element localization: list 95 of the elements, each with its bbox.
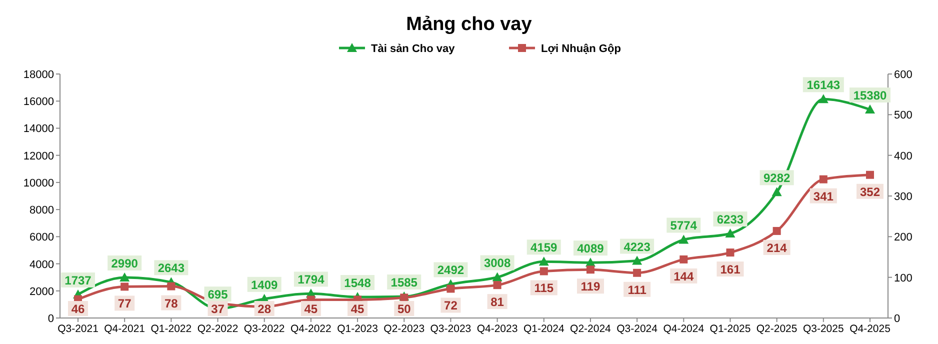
point: [725, 228, 736, 238]
x-tick-label: Q2-2023: [384, 323, 425, 335]
x-tick-label: Q3-2021: [58, 323, 99, 335]
data-label: 115: [534, 281, 554, 296]
x-tick-label: Q2-2024: [570, 323, 612, 335]
point: [866, 170, 874, 179]
data-label: 78: [164, 296, 178, 310]
data-label: 1548: [344, 276, 372, 290]
data-label: 111: [628, 282, 647, 297]
y-tick-label: 10000: [23, 177, 54, 190]
x-tick-label: Q4-2025: [850, 323, 891, 335]
point: [120, 282, 129, 291]
chart-title: Mảng cho vay: [406, 14, 532, 35]
y-tick-label: 2000: [30, 286, 54, 298]
point: [493, 281, 502, 290]
point: [120, 272, 130, 282]
y-tick-label: 14000: [23, 123, 54, 136]
point: [772, 187, 782, 196]
point: [726, 248, 734, 257]
data-label: 9282: [763, 171, 790, 186]
data-label: 119: [580, 280, 600, 294]
data-label: 1585: [390, 276, 418, 290]
x-tick-label: Q1-2024: [523, 323, 564, 335]
point: [492, 272, 502, 282]
data-label: 45: [350, 302, 365, 316]
data-label: 1794: [298, 272, 325, 287]
data-label: 28: [258, 302, 272, 316]
x-tick-label: Q2-2022: [197, 323, 238, 335]
point: [632, 256, 642, 265]
data-label: 81: [490, 295, 504, 310]
x-tick-label: Q3-2022: [244, 323, 285, 335]
x-tick-label: Q1-2023: [337, 323, 378, 335]
data-label: 37: [211, 302, 225, 316]
data-label: 5774: [670, 218, 698, 233]
point: [586, 266, 594, 274]
x-tick-label: Q2-2025: [756, 323, 798, 335]
point: [772, 226, 781, 235]
y-tick-label: 6000: [30, 232, 54, 244]
y2-tick-label: 500: [894, 110, 912, 122]
x-tick-label: Q3-2025: [802, 323, 844, 335]
data-label: 352: [860, 184, 880, 199]
data-label: 1409: [251, 278, 278, 292]
data-label: 161: [720, 262, 741, 277]
data-label: 4089: [577, 242, 604, 256]
y2-tick-label: 0: [894, 313, 900, 325]
point: [680, 255, 688, 264]
legend-label: Tài sản Cho vay: [371, 43, 456, 55]
y2-tick-label: 400: [894, 150, 912, 162]
y-tick-label: 12000: [23, 150, 54, 162]
data-label: 45: [304, 302, 318, 316]
data-label: 2990: [111, 256, 138, 270]
y-tick-label: 0: [48, 313, 54, 325]
point: [819, 175, 828, 184]
data-label: 72: [444, 298, 458, 313]
y-tick-label: 8000: [30, 204, 54, 217]
data-label: 16143: [806, 78, 840, 92]
data-label: 4159: [530, 240, 558, 255]
point: [540, 267, 548, 276]
data-label: 341: [813, 189, 834, 204]
data-label: 214: [766, 240, 788, 255]
y2-tick-label: 300: [894, 191, 912, 203]
data-label: 695: [208, 288, 228, 302]
x-tick-label: Q4-2022: [290, 323, 332, 335]
point: [678, 234, 689, 244]
x-tick-label: Q4-2023: [476, 323, 518, 335]
legend-label: Lợi Nhuận Gộp: [541, 43, 622, 55]
point: [538, 256, 549, 266]
data-label: 144: [674, 269, 694, 284]
x-tick-label: Q4-2021: [104, 323, 146, 335]
data-label: 3008: [484, 256, 511, 270]
data-label: 15380: [853, 88, 888, 103]
point: [446, 284, 455, 293]
data-label: 2492: [437, 263, 464, 278]
point: [633, 268, 642, 277]
data-label: 6233: [716, 212, 744, 227]
x-tick-label: Q3-2024: [616, 323, 658, 335]
point: [818, 94, 828, 104]
y2-tick-label: 100: [894, 272, 912, 284]
y2-tick-label: 200: [894, 232, 912, 244]
point: [167, 282, 176, 290]
x-tick-label: Q1-2025: [710, 323, 751, 335]
data-label: 46: [71, 302, 85, 316]
data-label: 2643: [158, 261, 185, 276]
x-tick-label: Q1-2022: [150, 323, 192, 335]
y-tick-label: 18000: [23, 69, 54, 81]
data-label: 50: [397, 302, 412, 316]
data-label: 1737: [64, 273, 92, 288]
point: [865, 104, 875, 114]
data-label: 77: [118, 296, 132, 311]
x-tick-label: Q3-2023: [430, 323, 472, 335]
x-tick-label: Q4-2024: [663, 323, 704, 335]
y-tick-label: 16000: [23, 96, 54, 108]
y-tick-label: 4000: [30, 258, 54, 271]
data-label: 4223: [624, 240, 651, 254]
y2-tick-label: 600: [894, 69, 912, 81]
